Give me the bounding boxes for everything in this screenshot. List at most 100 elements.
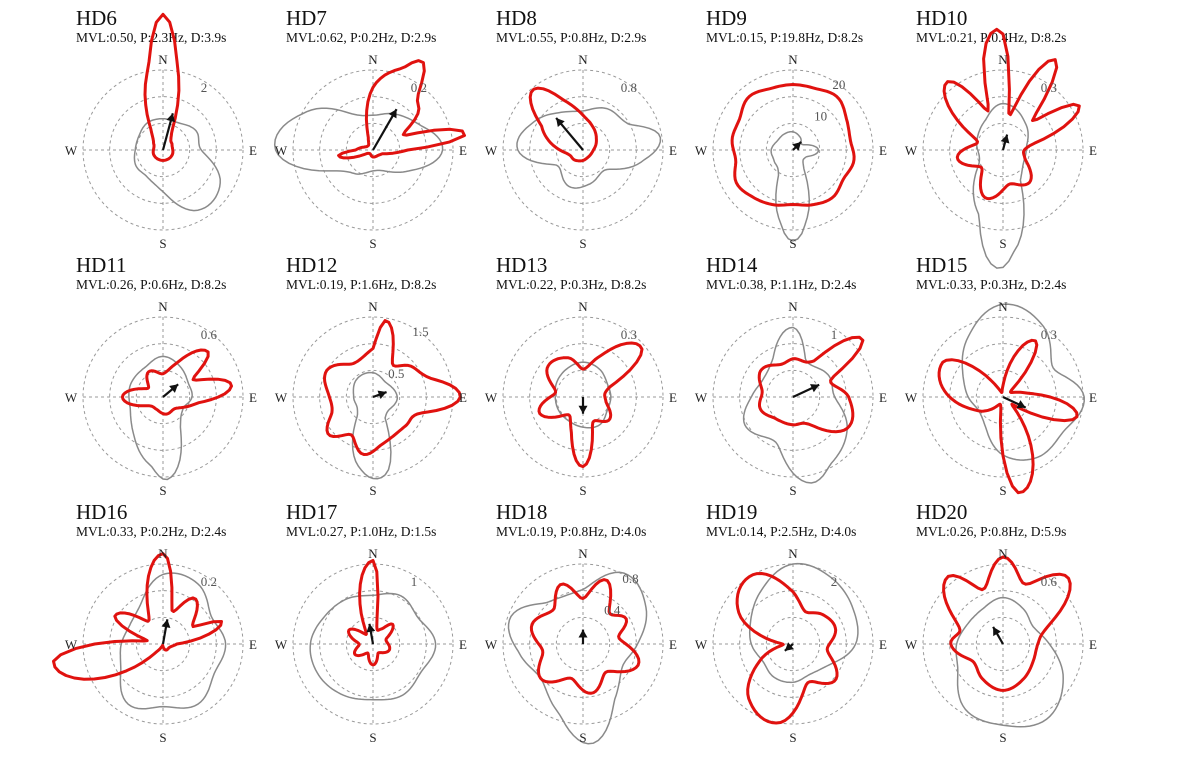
compass-label: W — [65, 143, 78, 158]
compass-label: S — [369, 730, 376, 745]
gray-tuning-curve — [133, 117, 221, 212]
compass-label: E — [879, 143, 887, 158]
compass-label: N — [788, 299, 798, 314]
compass-label: N — [158, 546, 168, 561]
mean-vector-arrowhead — [810, 384, 820, 393]
red-tuning-curve — [347, 559, 395, 667]
panel-subtitle: MVL:0.26, P:0.6Hz, D:8.2s — [76, 277, 227, 292]
red-tuning-curve — [323, 319, 462, 456]
compass-label: S — [579, 236, 586, 251]
panel-title: HD16 — [76, 500, 128, 524]
gray-tuning-curve — [128, 355, 193, 481]
compass-label: W — [275, 143, 288, 158]
grid-ring — [292, 563, 454, 725]
red-tuning-curve — [529, 578, 641, 695]
polar-plot: N E S W 0.6 — [65, 299, 257, 498]
mean-vector-arrowhead — [161, 619, 171, 628]
compass-label: N — [368, 299, 378, 314]
panel-title: HD9 — [706, 6, 747, 30]
compass-label: W — [905, 390, 918, 405]
polar-plot: N E S W 2 — [695, 546, 887, 745]
grid-ring — [345, 122, 401, 178]
mean-vector-arrowhead — [1000, 134, 1010, 144]
grid-ring — [555, 122, 611, 178]
compass-label: E — [1089, 637, 1097, 652]
panel-title: HD14 — [706, 253, 758, 277]
red-tuning-curve — [337, 59, 466, 160]
red-tuning-curve — [757, 335, 865, 434]
compass-label: S — [999, 730, 1006, 745]
mean-vector-arrowhead — [792, 141, 802, 151]
polar-plot: N E S W 0.2 — [52, 546, 257, 745]
polar-panel: HD9 MVL:0.15, P:19.8Hz, D:8.2s N E S W 10 20 — [695, 6, 916, 256]
compass-label: S — [159, 483, 166, 498]
gray-tuning-curve — [273, 107, 444, 175]
panel-title: HD18 — [496, 500, 548, 524]
grid-ring — [975, 122, 1031, 178]
mean-vector-arrowhead — [578, 405, 588, 414]
compass-label: N — [578, 299, 588, 314]
grid-ring — [712, 316, 874, 478]
mean-vector-arrowhead — [784, 642, 794, 651]
grid-ring — [502, 316, 664, 478]
compass-label: E — [459, 390, 467, 405]
mean-vector-arrowhead — [388, 109, 397, 119]
grid-ring — [345, 616, 401, 672]
compass-label: N — [998, 52, 1008, 67]
compass-label: E — [669, 637, 677, 652]
panel-subtitle: MVL:0.15, P:19.8Hz, D:8.2s — [706, 30, 864, 45]
polar-plot: N E S W 10 20 — [695, 52, 887, 251]
compass-label: W — [485, 637, 498, 652]
compass-label: E — [669, 390, 677, 405]
gray-tuning-curve — [309, 592, 437, 701]
grid-ring — [135, 122, 191, 178]
polar-plot: N E S W 1 — [275, 546, 467, 745]
compass-label: N — [368, 52, 378, 67]
compass-label: S — [159, 236, 166, 251]
polar-plot: N E S W 0.8 — [485, 52, 677, 251]
compass-label: S — [999, 483, 1006, 498]
compass-label: N — [788, 52, 798, 67]
polar-panel: HD14 MVL:0.38, P:1.1Hz, D:2.4s N E S W 1 — [695, 253, 916, 503]
compass-label: E — [669, 143, 677, 158]
panel-subtitle: MVL:0.62, P:0.2Hz, D:2.9s — [286, 30, 437, 45]
ring-value-label: 1 — [411, 574, 418, 589]
polar-panel: HD11 MVL:0.26, P:0.6Hz, D:8.2s N E S W 0.6 — [65, 253, 286, 503]
grid-ring — [765, 616, 821, 672]
panel-subtitle: MVL:0.27, P:1.0Hz, D:1.5s — [286, 524, 437, 539]
polar-plot: N E S W 0.2 — [273, 52, 467, 251]
gray-tuning-curve — [972, 102, 1029, 269]
compass-label: W — [275, 390, 288, 405]
polar-panel: HD8 MVL:0.55, P:0.8Hz, D:2.9s N E S W 0.8 — [485, 6, 706, 256]
compass-label: W — [65, 637, 78, 652]
grid-ring — [765, 122, 821, 178]
grid-ring — [345, 369, 401, 425]
panel-subtitle: MVL:0.38, P:1.1Hz, D:2.4s — [706, 277, 857, 292]
compass-label: W — [695, 143, 708, 158]
compass-label: W — [65, 390, 78, 405]
ring-value-label: 1 — [831, 327, 838, 342]
mean-vector-arrowhead — [169, 384, 179, 393]
ring-value-label: 0.6 — [1041, 574, 1058, 589]
compass-label: N — [998, 299, 1008, 314]
panel-subtitle: MVL:0.33, P:0.3Hz, D:2.4s — [916, 277, 1067, 292]
grid-ring — [922, 69, 1084, 231]
polar-plot: N E S W 1 — [695, 299, 887, 498]
red-tuning-curve — [735, 572, 839, 725]
grid-ring — [82, 316, 244, 478]
compass-label: N — [578, 52, 588, 67]
compass-label: W — [275, 637, 288, 652]
panel-title: HD7 — [286, 6, 327, 30]
panel-title: HD8 — [496, 6, 537, 30]
ring-value-label: 0.3 — [621, 327, 637, 342]
grid-ring — [82, 69, 244, 231]
compass-label: S — [579, 730, 586, 745]
polar-panel: HD12 MVL:0.19, P:1.6Hz, D:8.2s N E S W 0.5 1.5 — [275, 253, 496, 503]
gray-tuning-curve — [516, 107, 662, 189]
gray-tuning-curve — [770, 130, 820, 242]
compass-label: E — [879, 637, 887, 652]
compass-label: N — [578, 546, 588, 561]
ring-value-label: 0.3 — [1041, 327, 1057, 342]
compass-label: E — [879, 390, 887, 405]
